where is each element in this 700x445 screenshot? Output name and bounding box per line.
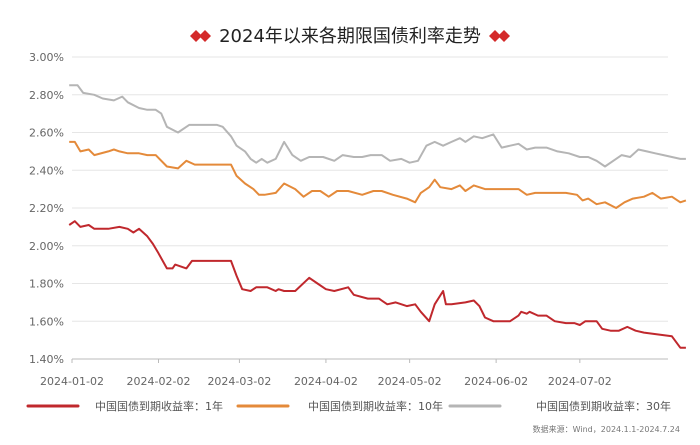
x-tick-label: 2024-02-02 bbox=[127, 375, 191, 388]
gridlines bbox=[72, 56, 668, 360]
legend: 中国国债到期收益率：1年 中国国债到期收益率：10年 中国国债到期收益率：30年 bbox=[26, 399, 671, 413]
y-tick-label: 2.60% bbox=[29, 127, 64, 140]
x-tick-label: 2024-04-02 bbox=[294, 375, 358, 388]
y-tick-label: 2.40% bbox=[29, 164, 64, 177]
legend-label: 中国国债到期收益率：30年 bbox=[536, 399, 671, 413]
data-source-note: 数据来源：Wind，2024.1.1-2024.7.24 bbox=[533, 424, 680, 434]
x-tick-label: 2024-03-02 bbox=[207, 375, 271, 388]
series-line bbox=[69, 84, 686, 168]
x-tick-labels: 2024-01-02 2024-02-02 2024-03-02 2024-04-02… bbox=[40, 359, 612, 388]
title-group: 2024年以来各期限国债利率走势 bbox=[190, 26, 510, 47]
legend-label: 中国国债到期收益率：1年 bbox=[95, 399, 223, 413]
x-tick-label: 2024-07-02 bbox=[548, 375, 612, 388]
series-line bbox=[68, 220, 686, 349]
y-tick-label: 2.80% bbox=[29, 89, 64, 102]
chart-title: 2024年以来各期限国债利率走势 bbox=[219, 26, 481, 47]
y-tick-label: 1.40% bbox=[29, 353, 64, 366]
series-line bbox=[69, 140, 687, 209]
legend-label: 中国国债到期收益率：10年 bbox=[308, 399, 443, 413]
series-lines bbox=[68, 84, 687, 349]
y-tick-label: 2.00% bbox=[29, 240, 64, 253]
y-tick-label: 3.00% bbox=[29, 51, 64, 64]
y-tick-label: 2.20% bbox=[29, 202, 64, 215]
title-diamonds-left-icon bbox=[190, 30, 211, 42]
y-tick-labels: 1.40% 1.60% 1.80% 2.00% 2.20% 2.40% 2.60% 2.80%… bbox=[29, 51, 64, 366]
x-tick-label: 2024-05-02 bbox=[378, 375, 442, 388]
x-tick-label: 2024-01-02 bbox=[40, 375, 104, 388]
y-tick-label: 1.80% bbox=[29, 278, 64, 291]
y-tick-label: 1.60% bbox=[29, 315, 64, 328]
title-diamonds-right-icon bbox=[489, 30, 510, 42]
x-tick-label: 2024-06-02 bbox=[464, 375, 528, 388]
